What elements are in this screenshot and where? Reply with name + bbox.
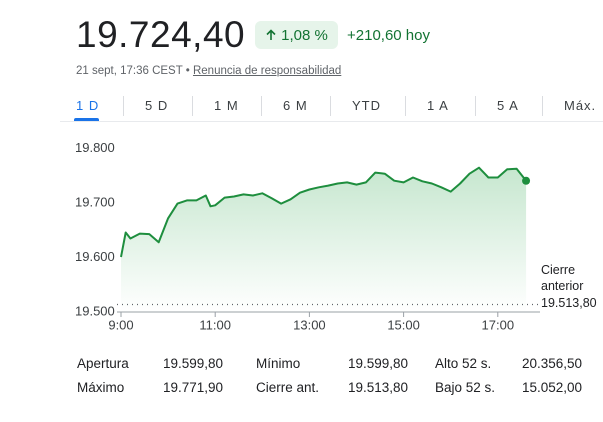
stat-label: Alto 52 s.: [435, 356, 492, 371]
stat-value: 19.513,80: [348, 380, 409, 395]
reference-value: 19.513,80: [541, 296, 597, 310]
tab-separator: [192, 96, 193, 116]
y-tick-label: 19.600: [75, 249, 115, 264]
y-tick-label: 19.800: [75, 140, 115, 155]
stat-label: Máximo: [77, 380, 125, 395]
stat-label: Cierre ant.: [256, 380, 320, 395]
stat-label: Mínimo: [256, 356, 301, 371]
tab-separator: [330, 96, 331, 116]
stat-value: 19.599,80: [348, 356, 409, 371]
stat-label: Bajo 52 s.: [435, 380, 496, 395]
tab-separator: [405, 96, 406, 116]
last-point: [522, 176, 531, 185]
disclaimer-link[interactable]: Renuncia de responsabilidad: [192, 65, 342, 77]
tab-separator: [475, 96, 476, 116]
y-tick-label: 19.500: [75, 303, 115, 318]
y-tick-label: 19.700: [75, 195, 115, 210]
timestamp: 21 sept, 17:36 CEST: [76, 65, 183, 77]
range-tab[interactable]: YTD: [352, 98, 381, 113]
x-tick-label: 17:00: [482, 317, 515, 332]
area: [121, 167, 527, 312]
tab-separator: [542, 96, 543, 116]
change-badge: 1,08 %: [255, 21, 338, 49]
x-tick-label: 15:00: [387, 317, 420, 332]
tab-separator: [123, 96, 124, 116]
range-tab[interactable]: 1 M: [214, 98, 239, 113]
price: 19.724,40: [76, 14, 246, 55]
range-tab[interactable]: Máx.: [564, 98, 597, 113]
tab-divider: [60, 121, 603, 122]
x-tick-label: 9:00: [108, 317, 133, 332]
date-line: 21 sept, 17:36 CEST • Renuncia de respon…: [76, 65, 342, 77]
range-tab[interactable]: 1 A: [427, 98, 449, 113]
range-tab[interactable]: 5 A: [497, 98, 519, 113]
range-tab[interactable]: 1 D: [76, 98, 100, 113]
stat-label: Apertura: [77, 356, 129, 371]
tab-separator: [261, 96, 262, 116]
up-arrow: [266, 29, 276, 40]
range-tab[interactable]: 5 D: [145, 98, 169, 113]
stat-value: 19.599,80: [163, 356, 224, 371]
stat-value: 20.356,50: [522, 356, 583, 371]
x-tick-label: 13:00: [293, 317, 326, 332]
reference-name: Cierre anterior: [541, 263, 584, 293]
x-tick-label: 11:00: [199, 317, 231, 332]
range-tab[interactable]: 6 M: [283, 98, 308, 113]
stat-value: 19.771,90: [163, 380, 224, 395]
change-today: +210,60 hoy: [347, 27, 430, 44]
stat-value: 15.052,00: [522, 380, 583, 395]
line: [120, 166, 527, 258]
change-percent: 1,08 %: [281, 26, 328, 44]
active-tab-indicator: [74, 118, 99, 121]
